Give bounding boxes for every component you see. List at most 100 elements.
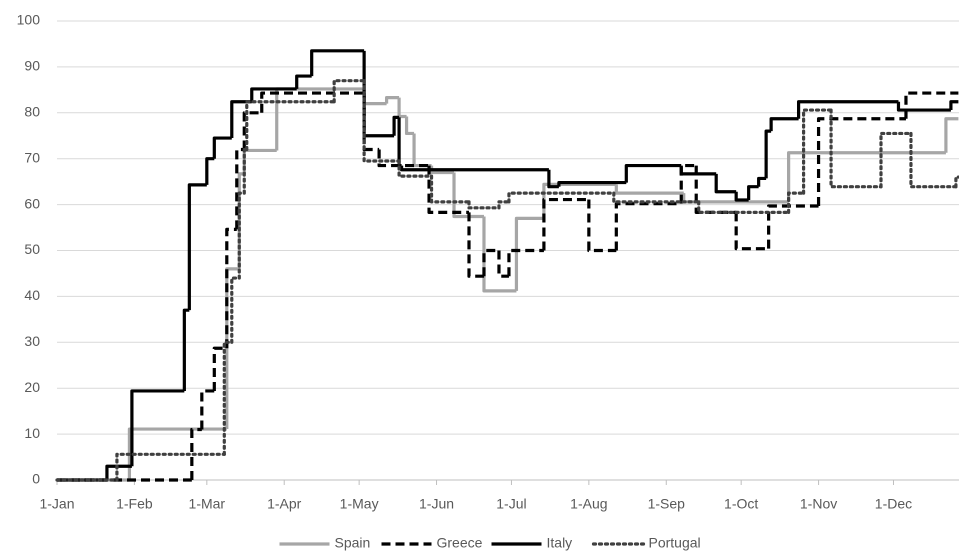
- x-tick-label: 1-Aug: [570, 496, 607, 512]
- step-segment: [212, 346, 227, 391]
- step-segment: [127, 427, 227, 480]
- x-tick-label: 1-Feb: [116, 496, 153, 512]
- step-segment: [587, 199, 617, 253]
- step-segment: [734, 212, 769, 251]
- step-segment: [747, 185, 759, 201]
- step-segment: [507, 191, 616, 204]
- step-segment: [769, 117, 799, 132]
- step-segment: [230, 276, 241, 344]
- step-segment: [242, 148, 277, 174]
- step-segment: [467, 212, 484, 278]
- step-segment: [230, 100, 252, 139]
- step-segment: [452, 172, 484, 219]
- y-tick-label: 90: [24, 58, 40, 74]
- step-segment: [237, 191, 246, 280]
- step-segment: [187, 183, 207, 311]
- step-segment: [816, 117, 906, 206]
- step-segment: [245, 100, 336, 152]
- step-segment: [542, 197, 589, 251]
- step-segment: [250, 87, 297, 102]
- step-segment: [482, 248, 499, 277]
- step-segment: [467, 200, 501, 210]
- step-segment: [909, 131, 958, 189]
- step-segment: [954, 175, 959, 189]
- series: [57, 91, 959, 482]
- step-segment: [949, 100, 959, 111]
- step-segment: [399, 165, 549, 172]
- legend-label: Portugal: [649, 535, 701, 551]
- step-segment: [105, 464, 132, 480]
- step-segment: [796, 100, 899, 119]
- x-tick-label: 1-Jun: [419, 496, 454, 512]
- x-tick-label: 1-May: [340, 496, 379, 512]
- step-segment: [542, 182, 617, 219]
- step-segment: [429, 165, 455, 175]
- step-segment: [679, 163, 697, 204]
- x-tick-label: 1-Jan: [39, 496, 74, 512]
- step-segment: [497, 250, 509, 278]
- step-segment: [392, 115, 400, 136]
- y-tick-label: 10: [24, 425, 40, 441]
- step-segment: [332, 79, 366, 104]
- step-segment: [115, 452, 226, 482]
- legend-label: Spain: [335, 535, 371, 551]
- y-tick-label: 40: [24, 287, 40, 303]
- x-tick-label: 1-Mar: [189, 496, 226, 512]
- step-segment: [362, 50, 395, 138]
- step-segment: [497, 200, 511, 210]
- step-segment: [310, 49, 365, 77]
- step-segment: [362, 79, 401, 163]
- step-segment: [212, 136, 232, 159]
- x-tick-label: 1-Apr: [267, 496, 302, 512]
- x-tick-label: 1-Dec: [875, 496, 912, 512]
- x-tick-label: 1-Jul: [496, 496, 526, 512]
- step-segment: [225, 227, 237, 349]
- step-segment: [557, 180, 627, 187]
- step-segment: [801, 108, 833, 195]
- step-segment: [829, 108, 883, 189]
- y-tick-label: 50: [24, 241, 40, 257]
- step-segment: [767, 204, 819, 249]
- step-segment: [614, 184, 684, 195]
- y-tick-label: 70: [24, 149, 40, 165]
- step-segment: [242, 111, 262, 150]
- step-segment: [764, 129, 772, 179]
- series: [57, 87, 959, 482]
- step-segment: [612, 191, 701, 204]
- step-segment: [362, 93, 380, 152]
- step-segment: [547, 169, 559, 189]
- step-segment: [190, 427, 202, 480]
- y-tick-label: 60: [24, 195, 40, 211]
- step-segment: [679, 165, 717, 176]
- step-segment: [397, 97, 407, 119]
- step-segment: [427, 165, 469, 215]
- x-tick-label: 1-Sep: [648, 496, 686, 512]
- step-segment: [362, 88, 387, 106]
- step-segment: [514, 216, 544, 291]
- step-segment: [200, 389, 215, 430]
- y-tick-label: 80: [24, 104, 40, 120]
- step-segment: [787, 191, 806, 215]
- step-segment: [235, 147, 245, 230]
- step-segment: [879, 131, 913, 189]
- step-segment: [787, 151, 946, 202]
- step-segment: [222, 340, 234, 456]
- step-segment: [734, 191, 749, 202]
- step-segment: [205, 157, 215, 185]
- step-segment: [714, 173, 737, 194]
- y-tick-label: 0: [32, 471, 40, 487]
- step-segment: [944, 117, 959, 153]
- x-tick-label: 1-Nov: [800, 496, 837, 512]
- step-segment: [130, 389, 185, 467]
- step-segment: [757, 176, 767, 187]
- legend-label: Greece: [437, 535, 483, 551]
- step-segment: [896, 101, 951, 112]
- x-tick-label: 1-Oct: [724, 496, 758, 512]
- step-segment: [377, 149, 430, 168]
- step-segment: [412, 133, 432, 168]
- step-segment: [404, 116, 415, 136]
- step-segment: [295, 74, 312, 89]
- step-segment: [260, 91, 365, 113]
